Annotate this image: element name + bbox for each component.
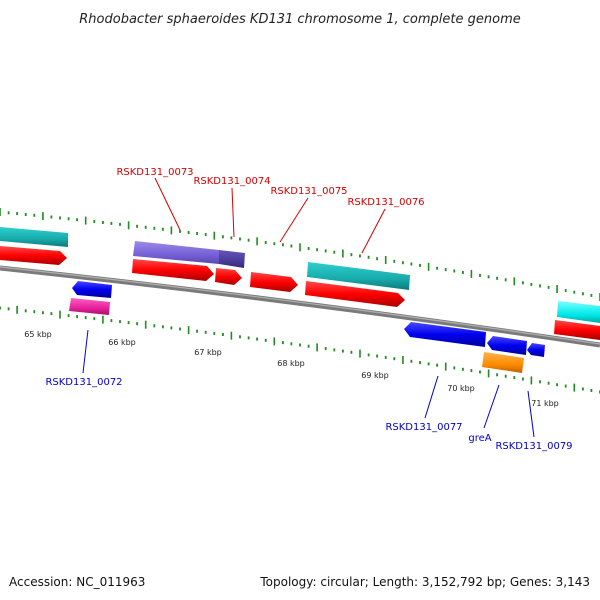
gene-feature-rsk0072-cds[interactable] [72, 281, 112, 298]
leader-line-grea [483, 384, 500, 429]
gene-label-rsk0077[interactable]: RSKD131_0077 [385, 422, 462, 433]
topology-summary: Topology: circular; Length: 3,152,792 bp… [259, 575, 590, 589]
outer-tick-arc [0, 208, 600, 301]
gene-feature-rsk0079-cds[interactable] [527, 343, 545, 357]
gene-feature-rsk0078-cds[interactable] [487, 336, 527, 355]
leader-line-rsk0076 [361, 208, 386, 254]
gene-feature-rsk0077-cds[interactable] [404, 322, 486, 347]
gene-label-rsk0076[interactable]: RSKD131_0076 [347, 197, 424, 208]
scale-label-66: 66 kbp [108, 338, 136, 347]
gene-feature-cds[interactable] [554, 320, 600, 340]
gene-feature-rna[interactable] [307, 262, 410, 290]
accession-text: Accession: NC_011963 [9, 575, 145, 589]
scale-label-71: 71 kbp [531, 399, 559, 408]
gene-label-rsk0072[interactable]: RSKD131_0072 [45, 377, 122, 388]
scale-label-69: 69 kbp [361, 371, 389, 380]
leader-line-rsk0072 [82, 329, 89, 374]
gene-feature-cds[interactable] [0, 246, 67, 265]
scale-label-68: 68 kbp [277, 359, 305, 368]
inner-tick-arc [0, 305, 600, 394]
gene-label-rsk0075[interactable]: RSKD131_0075 [270, 186, 347, 197]
leader-line-rsk0077 [424, 375, 439, 419]
gene-label-rsk0073[interactable]: RSKD131_0073 [116, 167, 193, 178]
leader-line-rsk0075 [279, 197, 309, 243]
gene-feature-cds[interactable] [305, 281, 405, 307]
scale-label-70: 70 kbp [447, 384, 475, 393]
gene-feature-rsk0074-region[interactable] [219, 250, 245, 268]
leader-line-rsk0079 [527, 390, 535, 438]
gene-label-rsk0074[interactable]: RSKD131_0074 [193, 176, 270, 187]
leader-line-rsk0074 [231, 187, 235, 238]
gene-feature-cds[interactable] [215, 268, 242, 285]
gene-feature-rna[interactable] [0, 227, 68, 247]
gene-label-rsk0079[interactable]: RSKD131_0079 [495, 441, 572, 452]
genome-backbone [0, 265, 600, 348]
leader-line-rsk0073 [154, 177, 181, 231]
gene-feature-rsk0073-region[interactable] [133, 241, 219, 264]
map-title: Rhodobacter sphaeroides KD131 chromosome… [79, 12, 520, 27]
scale-label-67: 67 kbp [194, 348, 222, 357]
gene-feature-rna[interactable] [557, 301, 600, 323]
gene-feature-grea[interactable] [482, 352, 524, 373]
gene-label-grea[interactable]: greA [468, 433, 491, 444]
gene-feature-rsk0072-rna[interactable] [69, 298, 110, 315]
gene-feature-cds[interactable] [250, 272, 298, 292]
scale-label-65: 65 kbp [24, 330, 52, 339]
gene-feature-cds[interactable] [132, 259, 214, 281]
